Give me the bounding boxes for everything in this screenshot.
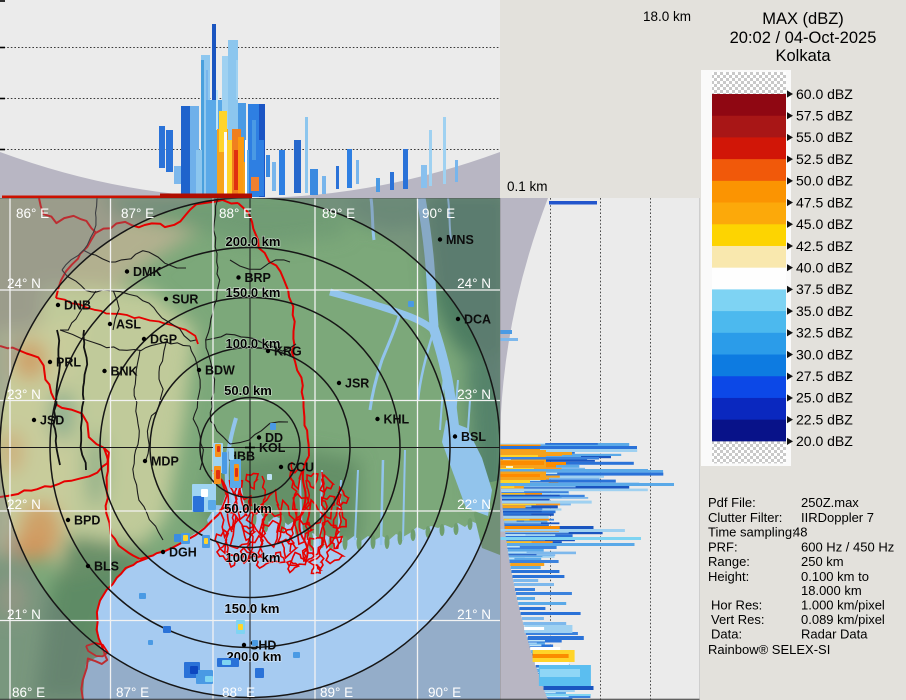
svg-text:DMK: DMK [133,265,161,279]
svg-text:Clutter Filter:: Clutter Filter: [708,510,782,525]
svg-text:DNB: DNB [64,299,91,313]
svg-text:55.0 dBZ: 55.0 dBZ [796,129,853,145]
svg-text:BNK: BNK [111,365,138,379]
svg-text:42.5 dBZ: 42.5 dBZ [796,238,853,254]
svg-text:Time sampling:: Time sampling: [708,525,796,540]
svg-text:40.0 dBZ: 40.0 dBZ [796,259,853,275]
svg-text:25.0 dBZ: 25.0 dBZ [796,390,853,406]
svg-text:48: 48 [793,525,807,540]
svg-text:87° E: 87° E [116,685,149,700]
svg-text:35.0 dBZ: 35.0 dBZ [796,303,853,319]
svg-text:27.5 dBZ: 27.5 dBZ [796,368,853,384]
svg-text:86° E: 86° E [12,685,45,700]
svg-text:32.5 dBZ: 32.5 dBZ [796,325,853,341]
svg-text:250 km: 250 km [801,554,844,569]
svg-text:90° E: 90° E [422,206,455,221]
svg-text:21° N: 21° N [7,607,41,622]
svg-text:88° E: 88° E [222,685,255,700]
svg-text:JSR: JSR [345,377,369,391]
svg-text:Kolkata: Kolkata [775,47,831,65]
svg-text:45.0 dBZ: 45.0 dBZ [796,216,853,232]
svg-text:200.0 km: 200.0 km [226,234,281,249]
svg-text:MNS: MNS [446,233,474,247]
svg-text:22.5 dBZ: 22.5 dBZ [796,411,853,427]
svg-text:86° E: 86° E [16,206,49,221]
svg-text:88° E: 88° E [219,206,252,221]
svg-text:23° N: 23° N [7,387,41,402]
svg-text:DCA: DCA [464,313,491,327]
svg-text:PRF:: PRF: [708,539,738,554]
svg-text:ASL: ASL [116,318,141,332]
svg-text:BDW: BDW [205,364,235,378]
svg-text:MAX (dBZ): MAX (dBZ) [762,10,844,28]
svg-text:21° N: 21° N [457,607,491,622]
svg-text:Hor Res:: Hor Res: [711,598,762,613]
svg-text:24° N: 24° N [7,276,41,291]
svg-text:60.0 dBZ: 60.0 dBZ [796,86,853,102]
svg-text:KRG: KRG [274,345,302,359]
svg-text:KHL: KHL [384,413,410,427]
svg-text:MDP: MDP [151,455,179,469]
svg-text:100.0 km: 100.0 km [226,336,281,351]
svg-text:Data:: Data: [711,627,742,642]
svg-text:150.0 km: 150.0 km [225,601,280,616]
svg-text:DD: DD [265,431,283,445]
svg-text:Range:: Range: [708,554,750,569]
svg-text:24° N: 24° N [457,276,491,291]
svg-text:Radar Data: Radar Data [801,627,868,642]
svg-text:52.5 dBZ: 52.5 dBZ [796,151,853,167]
svg-text:22° N: 22° N [457,497,491,512]
svg-text:BLS: BLS [94,560,119,574]
svg-text:Rainbow® SELEX-SI: Rainbow® SELEX-SI [708,642,830,657]
svg-text:18.0 km: 18.0 km [643,9,691,24]
svg-text:PRL: PRL [56,356,81,370]
svg-text:150.0 km: 150.0 km [226,285,281,300]
svg-text:50.0 dBZ: 50.0 dBZ [796,173,853,189]
svg-text:0.1 km: 0.1 km [507,179,548,194]
svg-text:KOL: KOL [259,441,286,455]
svg-text:Pdf File:: Pdf File: [708,495,756,510]
svg-text:DGH: DGH [169,546,197,560]
svg-text:0.100 km to: 0.100 km to [801,569,869,584]
svg-text:30.0 dBZ: 30.0 dBZ [796,346,853,362]
svg-text:250Z.max: 250Z.max [801,495,859,510]
svg-text:50.0 km: 50.0 km [224,501,272,516]
svg-text:Height:: Height: [708,569,749,584]
svg-text:22° N: 22° N [7,497,41,512]
svg-text:50.0 km: 50.0 km [224,383,272,398]
svg-text:200.0 km: 200.0 km [227,649,282,664]
svg-text:20:02 / 04-Oct-2025: 20:02 / 04-Oct-2025 [730,29,877,47]
svg-text:89° E: 89° E [322,206,355,221]
svg-text:89° E: 89° E [320,685,353,700]
svg-text:DGP: DGP [150,333,177,347]
svg-text:100.0 km: 100.0 km [226,550,281,565]
svg-text:BRP: BRP [245,271,271,285]
svg-text:37.5 dBZ: 37.5 dBZ [796,281,853,297]
svg-text:Vert Res:: Vert Res: [711,612,764,627]
svg-text:JSD: JSD [40,414,64,428]
svg-text:20.0 dBZ: 20.0 dBZ [796,433,853,449]
svg-text:SUR: SUR [172,293,198,307]
svg-text:IIRDoppler 7: IIRDoppler 7 [801,510,874,525]
svg-text:BSL: BSL [461,430,486,444]
svg-text:23° N: 23° N [457,387,491,402]
svg-text:90° E: 90° E [428,685,461,700]
svg-text:47.5 dBZ: 47.5 dBZ [796,194,853,210]
svg-text:1.000 km/pixel: 1.000 km/pixel [801,598,885,613]
svg-text:87° E: 87° E [121,206,154,221]
svg-text:600 Hz / 450 Hz: 600 Hz / 450 Hz [801,539,894,554]
svg-text:0.089 km/pixel: 0.089 km/pixel [801,612,885,627]
svg-text:BPD: BPD [74,514,100,528]
svg-text:57.5 dBZ: 57.5 dBZ [796,108,853,124]
svg-text:18.000 km: 18.000 km [801,583,862,598]
svg-text:CCU: CCU [287,461,314,475]
